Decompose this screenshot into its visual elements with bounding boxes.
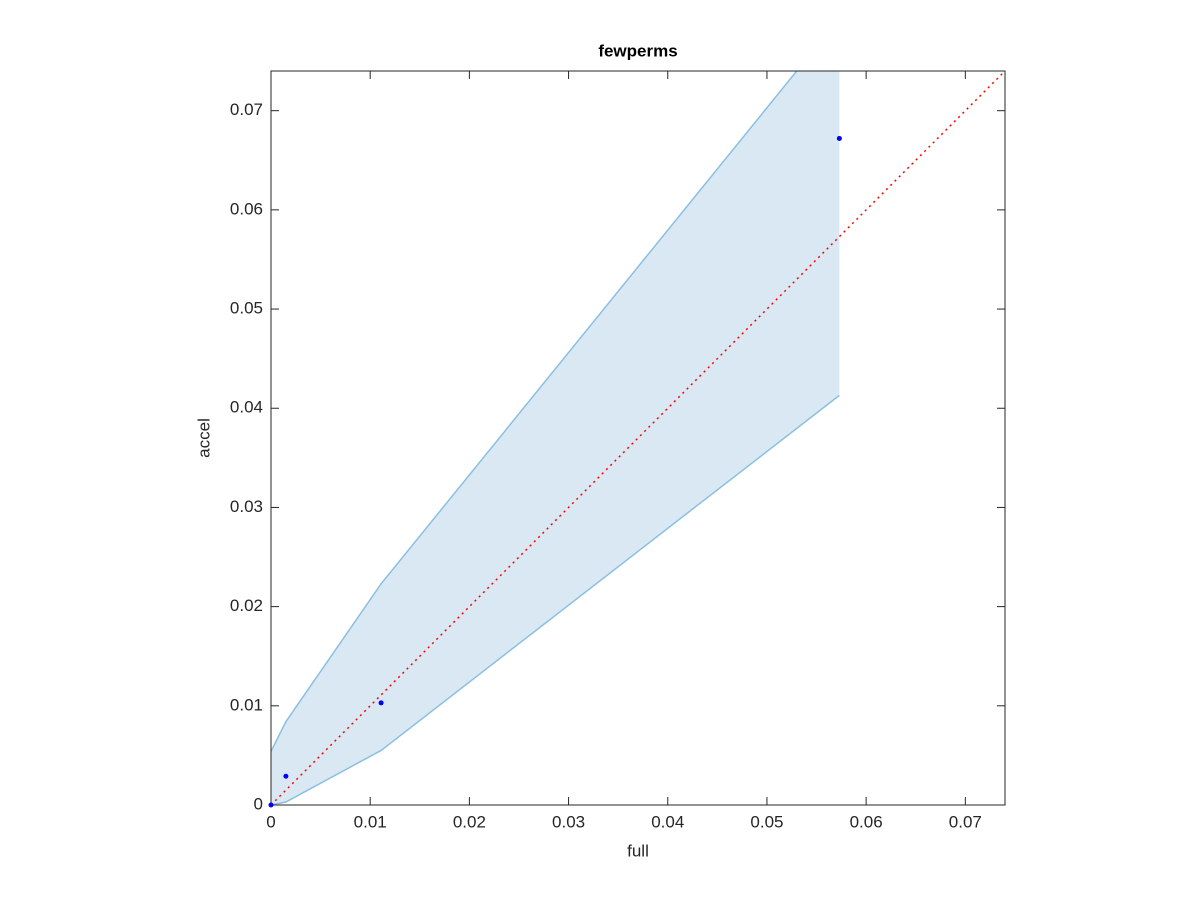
x-tick-label: 0.05 xyxy=(750,812,783,831)
x-tick-label: 0.02 xyxy=(453,812,486,831)
y-tick-label: 0.05 xyxy=(230,299,263,318)
point xyxy=(836,135,842,141)
band-edge xyxy=(271,394,840,805)
x-tick-label: 0.01 xyxy=(354,812,387,831)
x-tick-label: 0.06 xyxy=(850,812,883,831)
y-tick-label: 0 xyxy=(254,794,263,813)
point xyxy=(378,700,384,706)
x-tick-label: 0 xyxy=(266,812,275,831)
y-tick-label: 0.04 xyxy=(230,398,263,417)
band-edge xyxy=(271,71,798,752)
y-tick-label: 0.07 xyxy=(230,100,263,119)
y-tick-label: 0.01 xyxy=(230,695,263,714)
y-tick-label: 0.06 xyxy=(230,199,263,218)
x-tick-label: 0.07 xyxy=(949,812,982,831)
y-axis-label: accel xyxy=(194,418,213,458)
y-tick-label: 0.03 xyxy=(230,497,263,516)
x-tick-label: 0.04 xyxy=(651,812,684,831)
point xyxy=(268,802,274,808)
x-tick-label: 0.03 xyxy=(552,812,585,831)
plot-area xyxy=(271,71,1005,805)
chart-title: fewperms xyxy=(598,41,677,60)
point xyxy=(283,773,289,779)
axes-box xyxy=(270,70,1006,806)
confidence-band xyxy=(271,71,840,805)
x-axis-label: full xyxy=(627,841,649,860)
y-tick-label: 0.02 xyxy=(230,596,263,615)
reference-line xyxy=(271,71,1005,805)
